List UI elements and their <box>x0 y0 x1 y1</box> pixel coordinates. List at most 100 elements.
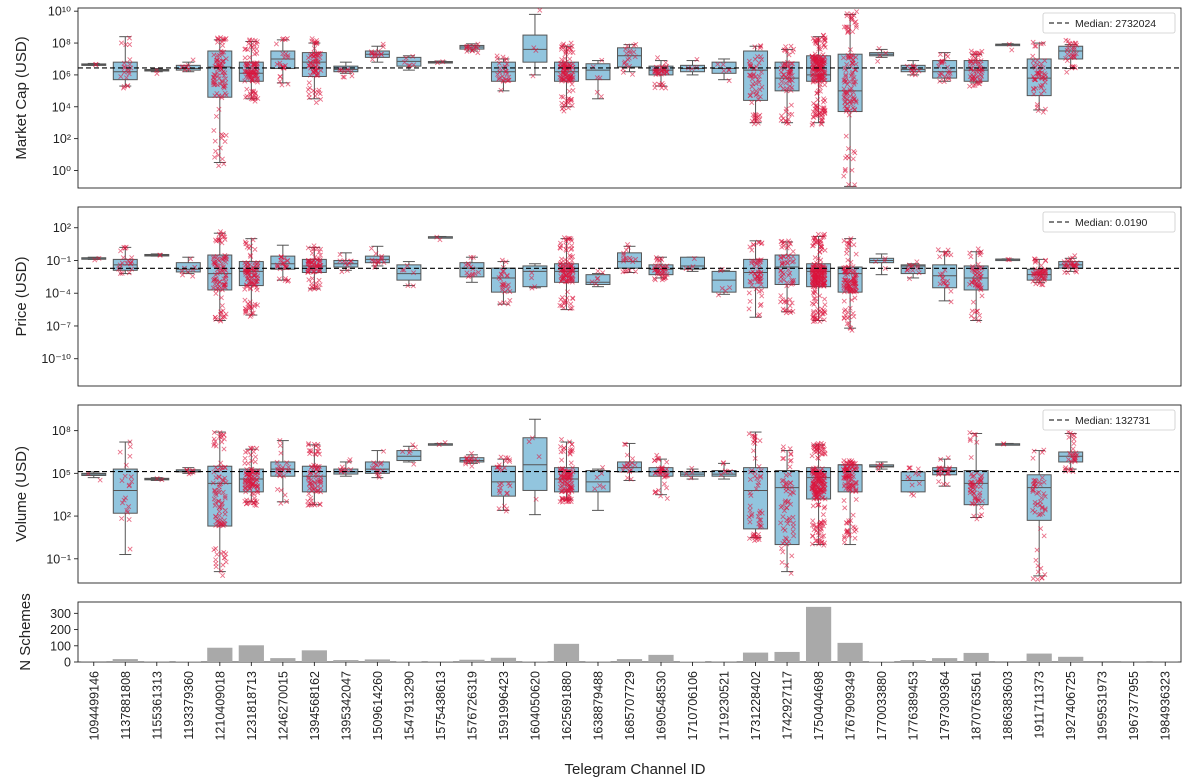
market-cap-point <box>277 62 283 69</box>
market-cap-point <box>307 72 313 78</box>
market-cap-point <box>120 85 127 91</box>
market-cap-point <box>212 154 218 160</box>
market-cap-ytick-label: 10² <box>53 132 71 146</box>
point-stroke <box>248 42 254 48</box>
point-stroke <box>254 68 260 74</box>
point-stroke <box>251 73 257 79</box>
market-cap-point <box>118 74 124 80</box>
market-cap-point <box>305 55 311 61</box>
point-stroke <box>274 61 280 67</box>
point-stroke <box>123 75 129 81</box>
market-cap-point <box>251 73 257 79</box>
market-cap-point <box>247 75 253 81</box>
price-ytick-label: 10⁻¹ <box>46 254 71 268</box>
point-stroke <box>118 40 124 46</box>
point-stroke <box>247 37 253 43</box>
market-cap-point <box>245 60 251 66</box>
market-cap-point <box>317 50 323 56</box>
point-stroke <box>244 86 250 92</box>
market-cap-ytick-label: 10⁰ <box>52 164 71 178</box>
market-cap-ytick-label: 10⁶ <box>52 68 71 82</box>
market-cap-point <box>244 68 250 74</box>
point-stroke <box>215 39 221 45</box>
point-stroke <box>121 83 127 90</box>
market-cap-point <box>221 49 227 55</box>
point-stroke <box>214 91 220 97</box>
market-cap-point <box>244 93 250 99</box>
point-stroke <box>247 75 253 81</box>
point-stroke <box>277 74 283 80</box>
point-stroke <box>180 64 186 70</box>
market-cap-point <box>212 79 218 85</box>
point-stroke <box>211 74 217 80</box>
point-stroke <box>223 132 229 138</box>
point-stroke <box>214 82 221 88</box>
market-cap-point <box>216 52 222 58</box>
point-stroke <box>305 55 311 61</box>
point-stroke <box>223 76 229 82</box>
market-cap-point <box>215 73 221 79</box>
market-cap-point <box>277 78 283 85</box>
market-cap-point <box>223 92 229 98</box>
point-stroke <box>126 35 132 41</box>
point-stroke <box>285 54 291 60</box>
point-stroke <box>93 61 99 67</box>
price-y-label: Price (USD) <box>13 256 30 336</box>
market-cap-point <box>127 57 133 63</box>
market-cap-point <box>217 145 223 151</box>
point-stroke <box>213 148 219 154</box>
point-stroke <box>190 57 196 63</box>
price-ytick-label: 10⁻⁴ <box>45 287 71 301</box>
point-stroke <box>219 93 225 99</box>
market-cap-point <box>126 35 132 41</box>
point-stroke <box>213 57 219 63</box>
price-frame <box>77 206 1182 387</box>
market-cap-point <box>218 34 224 41</box>
point-stroke <box>246 38 252 44</box>
market-cap-ytick-label: 10⁴ <box>52 100 71 114</box>
point-stroke <box>318 67 324 74</box>
market-cap-point <box>279 82 285 88</box>
point-stroke <box>317 55 323 61</box>
point-stroke <box>123 42 129 48</box>
market-cap-point <box>220 36 227 42</box>
point-stroke <box>127 57 133 63</box>
market-cap-point <box>250 88 256 94</box>
market-cap-point <box>211 127 217 134</box>
point-stroke <box>216 76 222 82</box>
market-cap-point <box>219 78 225 84</box>
market-cap-point <box>243 74 249 80</box>
market-cap-point <box>122 64 128 70</box>
market-cap-point <box>318 96 324 102</box>
market-cap-point <box>280 51 286 57</box>
market-cap-point <box>285 52 291 59</box>
point-stroke <box>242 55 248 61</box>
point-stroke <box>220 62 226 68</box>
point-stroke <box>218 34 224 41</box>
market-cap-ytick-label: 10⁸ <box>52 37 71 51</box>
point-stroke <box>216 106 222 112</box>
market-cap-point <box>277 74 283 80</box>
point-stroke <box>252 38 258 44</box>
point-stroke <box>285 52 291 59</box>
point-stroke <box>253 61 259 67</box>
point-stroke <box>220 42 226 48</box>
market-cap-point <box>220 62 226 68</box>
market-cap-point <box>242 55 248 61</box>
point-stroke <box>315 50 321 56</box>
point-stroke <box>118 74 124 80</box>
market-cap-point <box>213 148 219 154</box>
market-cap-point <box>123 75 129 81</box>
market-cap-point <box>220 84 226 90</box>
market-cap-point <box>121 60 127 66</box>
market-cap-point <box>219 95 225 101</box>
market-cap-point <box>215 152 221 158</box>
point-stroke <box>280 65 286 71</box>
point-stroke <box>315 72 321 78</box>
market-cap-point <box>216 76 222 82</box>
market-cap-point <box>252 51 258 57</box>
point-stroke <box>279 36 285 42</box>
point-stroke <box>222 36 228 42</box>
market-cap-point <box>253 73 259 79</box>
